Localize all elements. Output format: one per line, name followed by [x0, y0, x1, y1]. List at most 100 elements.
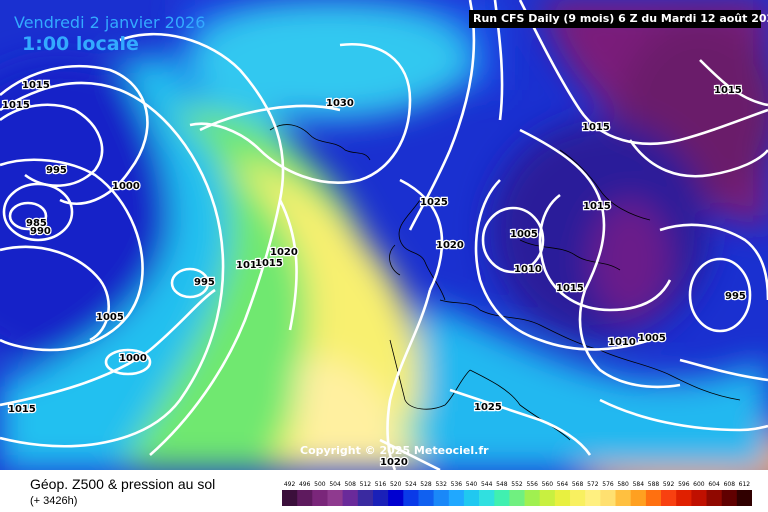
isobar-label: 1015 — [556, 283, 584, 294]
coastlines — [269, 124, 741, 441]
isobar-label: 1000 — [119, 353, 147, 364]
run-info-banner: Run CFS Daily (9 mois) 6 Z du Mardi 12 a… — [469, 10, 768, 28]
colorbar-tick-label: 544 — [481, 481, 493, 488]
isobar-label: 1005 — [510, 229, 538, 240]
colorbar-swatch — [706, 490, 722, 506]
isobar-label: 1020 — [270, 247, 298, 258]
colorbar-tick-label: 500 — [314, 481, 326, 488]
colorbar-swatch — [570, 490, 586, 506]
isobar-label: 1010 — [236, 260, 264, 271]
colorbar-tick-label: 580 — [617, 481, 629, 488]
colorbar: 492 496 500 504 508 512 516 520 524 528 532 536 540 5… — [282, 481, 752, 506]
colorbar-swatch — [721, 490, 738, 506]
isobar-label: 1015 — [22, 80, 50, 91]
pressure-map: 1015 1015 995 1000 985 990 995 1005 1000… — [0, 0, 768, 470]
isobar-label: 1020 — [436, 240, 464, 251]
isobar-label: 1015 — [583, 201, 611, 212]
colorbar-swatch — [479, 490, 495, 506]
colorbar-swatch — [676, 490, 692, 506]
colorbar-swatch — [418, 490, 434, 506]
colorbar-tick-label: 592 — [663, 481, 675, 488]
forecast-date: Vendredi 2 janvier 2026 — [14, 13, 206, 32]
colorbar-swatch — [615, 490, 631, 506]
isobar-lines — [0, 0, 768, 470]
colorbar-swatch — [388, 490, 404, 506]
colorbar-swatch — [509, 490, 525, 506]
colorbar-tick-label: 552 — [511, 481, 523, 488]
colorbar-tick-label: 512 — [360, 481, 372, 488]
colorbar-tick-label: 516 — [375, 481, 387, 488]
colorbar-tick-label: 560 — [542, 481, 554, 488]
isobar-label: 1015 — [8, 404, 36, 415]
colorbar-swatch — [373, 490, 389, 506]
forecast-time: 1:00 locale — [22, 33, 139, 55]
colorbar-swatch — [357, 490, 374, 506]
colorbar-swatch — [661, 490, 677, 506]
colorbar-swatch — [691, 490, 707, 506]
colorbar-swatch — [282, 490, 298, 506]
colorbar-swatch — [630, 490, 647, 506]
colorbar-swatch — [524, 490, 541, 506]
colorbar-swatch — [448, 490, 465, 506]
colorbar-swatch — [342, 490, 359, 506]
isobar-labels: 1015 1015 995 1000 985 990 995 1005 1000… — [1, 79, 747, 470]
colorbar-tick-label: 604 — [708, 481, 720, 488]
colorbar-tick-label: 496 — [299, 481, 311, 488]
colorbar-tick-label: 504 — [329, 481, 341, 488]
isobar-label: 1030 — [326, 98, 354, 109]
isobar-label: 1015 — [2, 100, 30, 111]
isobar-label: 1025 — [474, 402, 502, 413]
colorbar-swatch — [585, 490, 601, 506]
colorbar-tick-label: 596 — [678, 481, 690, 488]
colorbar-tick-label: 548 — [496, 481, 508, 488]
isobar-label: 1010 — [608, 337, 636, 348]
colorbar-tick-label: 588 — [648, 481, 660, 488]
colorbar-swatch — [297, 490, 313, 506]
isobar-label: 995 — [194, 277, 215, 288]
colorbar-swatch — [403, 490, 419, 506]
colorbar-tick-label: 564 — [557, 481, 569, 488]
isobar-label: 1015 — [582, 122, 610, 133]
colorbar-tick-label: 600 — [693, 481, 705, 488]
legend-subtitle: (+ 3426h) — [30, 495, 78, 507]
isobar-label: 1015 — [714, 85, 742, 96]
isobar-label: 995 — [46, 165, 67, 176]
colorbar-tick-label: 584 — [633, 481, 645, 488]
colorbar-swatch — [327, 490, 343, 506]
colorbar-tick-label: 528 — [420, 481, 432, 488]
isobar-label: 1005 — [96, 312, 124, 323]
isobar-label: 985 — [26, 218, 47, 229]
colorbar-tick-label: 540 — [466, 481, 478, 488]
colorbar-tick-label: 572 — [587, 481, 599, 488]
geopotential-field — [0, 0, 768, 470]
colorbar-swatch — [539, 490, 556, 506]
isobar-label: 1000 — [112, 181, 140, 192]
colorbar-swatch — [463, 490, 480, 506]
colorbar-tick-label: 520 — [390, 481, 402, 488]
colorbar-tick-label: 556 — [526, 481, 538, 488]
legend-title: Géop. Z500 & pression au sol — [30, 476, 216, 492]
isobar-label: 1010 — [514, 264, 542, 275]
colorbar-tick-label: 532 — [435, 481, 447, 488]
colorbar-swatch — [554, 490, 571, 506]
colorbar-tick-label: 508 — [344, 481, 356, 488]
isobar-label: 1025 — [420, 197, 448, 208]
isobar-label: 990 — [30, 226, 51, 237]
colorbar-swatch — [600, 490, 616, 506]
isobar-label: 1015 — [255, 258, 283, 269]
isobar-label: 1005 — [638, 333, 666, 344]
colorbar-tick-label: 576 — [602, 481, 614, 488]
colorbar-swatch — [312, 490, 328, 506]
colorbar-swatch — [494, 490, 510, 506]
colorbar-tick-label: 492 — [284, 481, 296, 488]
colorbar-tick-label: 536 — [451, 481, 463, 488]
colorbar-swatch — [736, 490, 752, 506]
colorbar-swatch — [433, 490, 450, 506]
isobar-label: 1020 — [380, 457, 408, 468]
colorbar-tick-label: 568 — [572, 481, 584, 488]
colorbar-tick-label: 612 — [739, 481, 751, 488]
copyright-notice: Copyright © 2025 Meteociel.fr — [300, 444, 489, 457]
colorbar-swatch — [645, 490, 662, 506]
colorbar-tick-label: 524 — [405, 481, 417, 488]
